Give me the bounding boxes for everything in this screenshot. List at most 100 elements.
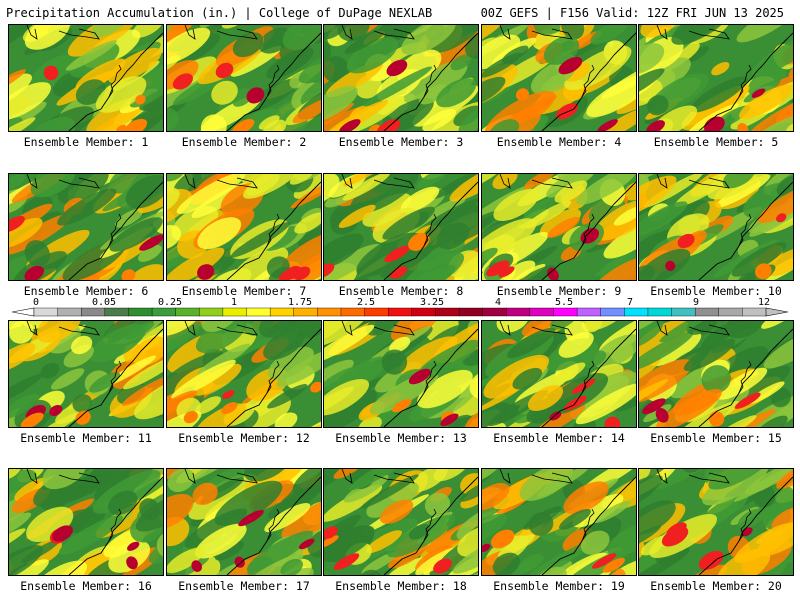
ensemble-member-map [8,468,164,576]
colorbar-segment [553,307,578,317]
colorbar-segment [222,307,248,317]
ensemble-member-map [481,468,637,576]
bay-outline [108,360,122,394]
bay-outline [423,508,437,542]
coastline [541,476,636,575]
colorbar-segment [647,307,673,317]
great-lakes-outline [341,174,415,189]
great-lakes-outline [26,469,100,484]
colorbar-tick-label: 7 [626,297,634,308]
ensemble-member-map [323,320,479,428]
colorbar-tick-label: 12 [757,297,771,308]
colorbar-tick-label: 1 [230,297,238,308]
bay-outline [581,508,595,542]
bay-outline [581,360,595,394]
coastline [541,328,636,427]
colorbar-right-arrow [765,307,788,317]
colorbar-segment [269,307,295,317]
ensemble-member-map [638,24,794,132]
ensemble-member-label: Ensemble Member: 17 [178,579,310,593]
coastline [68,32,163,131]
ensemble-member-map [638,173,794,281]
ensemble-member-map [638,468,794,576]
coastline [698,328,793,427]
colorbar-segment [128,307,153,317]
colorbar-segment [57,307,82,317]
ensemble-member-label: Ensemble Member: 13 [335,431,467,445]
ensemble-member-label: Ensemble Member: 10 [650,284,782,298]
colorbar-segment [81,307,106,317]
bay-outline [266,213,280,247]
bay-outline [423,64,437,98]
colorbar-segment [340,307,366,317]
coastline [226,328,321,427]
colorbar-tick-label: 1.75 [287,297,313,308]
coastline [383,32,478,131]
great-lakes-outline [499,321,573,336]
bay-outline [423,360,437,394]
great-lakes-outline [656,321,730,336]
colorbar-segment [104,307,129,317]
great-lakes-outline [341,321,415,336]
colorbar-segment [482,307,507,317]
great-lakes-outline [656,469,730,484]
great-lakes-outline [656,174,730,189]
bay-outline [738,64,752,98]
coastline [226,32,321,131]
ensemble-member-map [166,468,322,576]
colorbar-segment [506,307,531,317]
bay-outline [108,508,122,542]
colorbar-segment [364,307,389,317]
colorbar-tick-label: 0.05 [91,297,117,308]
bay-outline [266,360,280,394]
great-lakes-outline [499,174,573,189]
bay-outline [108,64,122,98]
ensemble-member-map [166,24,322,132]
great-lakes-outline [26,174,100,189]
ensemble-member-map [323,173,479,281]
coastline [383,328,478,427]
great-lakes-outline [499,469,573,484]
ensemble-member-map [8,173,164,281]
colorbar-segment [175,307,200,317]
ensemble-member-map [166,173,322,281]
colorbar-tick-label: 0 [32,297,40,308]
ensemble-member-label: Ensemble Member: 15 [650,431,782,445]
great-lakes-outline [341,469,415,484]
ensemble-member-map [8,24,164,132]
ensemble-member-label: Ensemble Member: 9 [496,284,622,298]
ensemble-member-map [481,320,637,428]
ensemble-member-label: Ensemble Member: 5 [653,135,779,149]
colorbar-segment [246,307,271,317]
colorbar-tick-label: 3.25 [419,297,445,308]
coastline [698,181,793,280]
colorbar-segment [742,307,767,317]
colorbar-segment [694,307,720,317]
ensemble-member-label: Ensemble Member: 20 [650,579,782,593]
ensemble-member-map [481,24,637,132]
chart-title: Precipitation Accumulation (in.) | Colle… [6,6,433,20]
bay-outline [738,213,752,247]
ensemble-member-label: Ensemble Member: 14 [493,431,625,445]
colorbar-segment [387,307,413,317]
colorbar-segment [411,307,436,317]
coastline [541,32,636,131]
ensemble-member-label: Ensemble Member: 2 [181,135,307,149]
colorbar-segment [435,307,460,317]
colorbar-segment [33,307,59,317]
colorbar-segment [576,307,602,317]
coastline [383,476,478,575]
coastline [698,476,793,575]
ensemble-member-label: Ensemble Member: 3 [338,135,464,149]
great-lakes-outline [26,25,100,40]
great-lakes-outline [499,25,573,40]
great-lakes-outline [656,25,730,40]
colorbar-tick-label: 4 [494,297,502,308]
coastline [68,181,163,280]
colorbar-tick-label: 0.25 [157,297,183,308]
great-lakes-outline [184,321,258,336]
ensemble-member-label: Ensemble Member: 16 [20,579,152,593]
coastline [541,181,636,280]
ensemble-member-label: Ensemble Member: 6 [23,284,149,298]
coastline [68,476,163,575]
